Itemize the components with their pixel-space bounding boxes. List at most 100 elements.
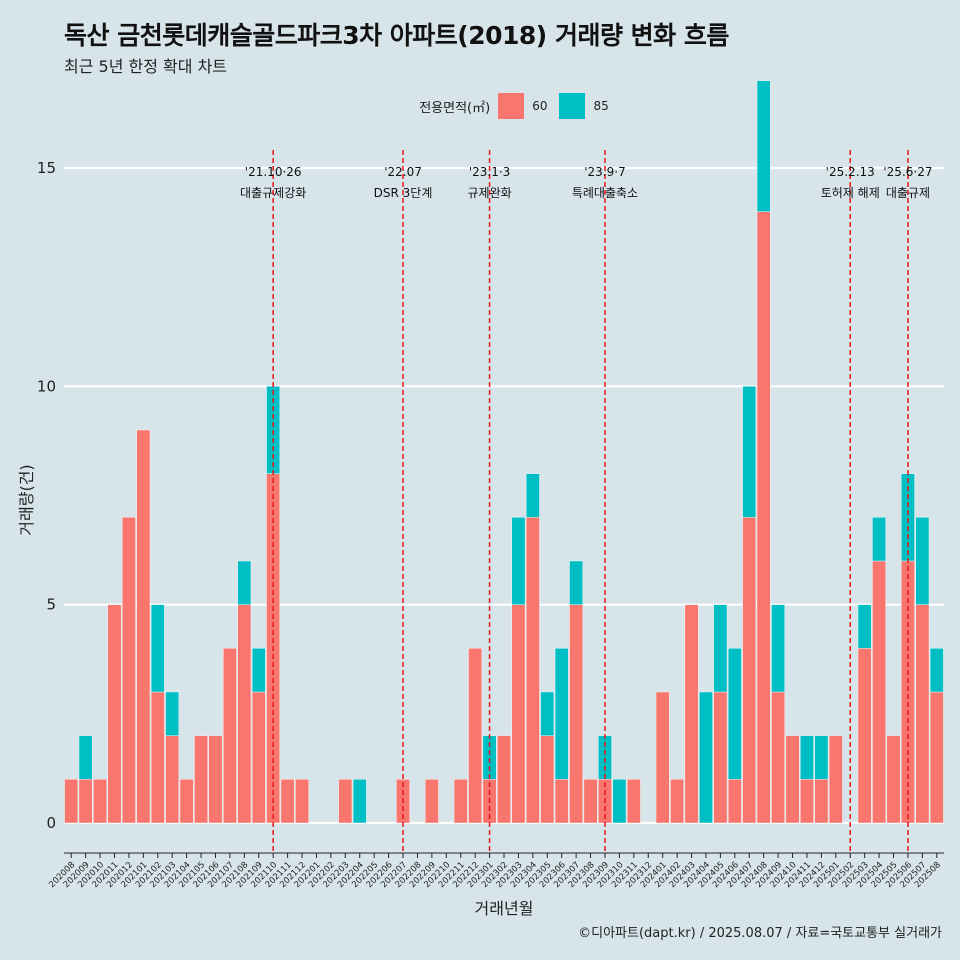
bar-85-202406 bbox=[727, 648, 742, 780]
bars bbox=[64, 80, 944, 824]
bar-85-202411 bbox=[800, 735, 814, 780]
legend-swatch-60 bbox=[498, 93, 525, 119]
bar-60-202405 bbox=[713, 691, 728, 824]
event-date: '23.9·7 bbox=[584, 165, 625, 179]
bar-85-202408 bbox=[756, 80, 771, 212]
bar-60-202407 bbox=[742, 517, 757, 824]
legend-swatch-85 bbox=[559, 93, 586, 119]
bar-85-202303 bbox=[511, 517, 526, 605]
bar-60-202412 bbox=[814, 779, 829, 824]
bar-85-202108 bbox=[237, 560, 252, 605]
bar-60-202109 bbox=[251, 691, 266, 824]
bar-85-202109 bbox=[251, 648, 266, 693]
legend-label-60: 60 bbox=[532, 99, 548, 113]
chart-subtitle: 최근 5년 한정 확대 차트 bbox=[64, 57, 228, 76]
bar-60-202504 bbox=[872, 560, 886, 824]
bar-60-202505 bbox=[886, 735, 901, 824]
bar-60-202304 bbox=[526, 517, 540, 824]
chart-title: 독산 금천롯데캐슬골드파크3차 아파트(2018) 거래량 변화 흐름 bbox=[64, 21, 729, 50]
bar-85-202102 bbox=[150, 604, 165, 693]
y-tick-label: 10 bbox=[37, 377, 56, 395]
bar-85-202304 bbox=[526, 473, 540, 518]
bar-85-202503 bbox=[857, 604, 872, 649]
bar-60-202203 bbox=[338, 779, 353, 824]
x-axis-title: 거래년월 bbox=[475, 899, 534, 918]
bar-60-202102 bbox=[150, 691, 165, 824]
bar-60-202406 bbox=[727, 779, 742, 824]
bar-60-202107 bbox=[223, 648, 237, 824]
bar-85-202310 bbox=[612, 779, 627, 824]
source-caption: ©디아파트(dapt.kr) / 2025.08.07 / 자료=국토교통부 실… bbox=[578, 926, 942, 941]
bar-60-202305 bbox=[540, 735, 555, 824]
event-label: 특례대출축소 bbox=[572, 186, 638, 200]
bar-60-202508 bbox=[929, 691, 944, 824]
legend-label-85: 85 bbox=[593, 99, 609, 113]
bar-60-202105 bbox=[194, 735, 208, 824]
bar-60-202112 bbox=[295, 779, 309, 824]
bar-85-202508 bbox=[929, 648, 944, 693]
event-date: '25.2.13 bbox=[826, 165, 875, 179]
bar-60-202212 bbox=[468, 648, 482, 824]
bar-85-202409 bbox=[771, 604, 785, 693]
bar-85-202504 bbox=[872, 517, 886, 562]
bar-60-202307 bbox=[569, 604, 583, 824]
bar-60-202108 bbox=[237, 604, 252, 824]
event-date: '21.10·26 bbox=[245, 165, 302, 179]
event-date: '22.07 bbox=[384, 165, 422, 179]
bar-60-202410 bbox=[785, 735, 800, 824]
bar-85-202407 bbox=[742, 386, 757, 518]
y-tick-label: 0 bbox=[46, 814, 56, 832]
bar-60-202008 bbox=[64, 779, 79, 824]
bar-85-202507 bbox=[915, 517, 930, 605]
grid-lines bbox=[64, 166, 944, 825]
bar-85-202305 bbox=[540, 691, 555, 736]
bar-85-202405 bbox=[713, 604, 728, 693]
bar-85-202009 bbox=[78, 735, 93, 780]
bar-85-202307 bbox=[569, 560, 583, 605]
bar-85-202103 bbox=[165, 691, 180, 736]
event-label: 규제완화 bbox=[467, 186, 511, 200]
bar-60-202111 bbox=[280, 779, 295, 824]
bar-60-202408 bbox=[756, 211, 771, 824]
bar-60-202104 bbox=[179, 779, 194, 824]
bar-60-202501 bbox=[828, 735, 843, 824]
bar-60-202401 bbox=[655, 691, 670, 824]
bar-60-202009 bbox=[78, 779, 93, 824]
event-lines: '21.10·26 대출규제강화 '22.07 DSR 3단계 '23.1·3 규제완화 '… bbox=[240, 150, 932, 853]
bar-60-202402 bbox=[670, 779, 684, 824]
bar-60-202503 bbox=[857, 648, 872, 824]
legend-title: 전용면적(㎡) bbox=[419, 100, 491, 116]
bar-60-202403 bbox=[684, 604, 699, 824]
bar-60-202306 bbox=[554, 779, 569, 824]
bar-85-202306 bbox=[554, 648, 569, 780]
bar-60-202103 bbox=[165, 735, 180, 824]
event-label: DSR 3단계 bbox=[374, 186, 433, 200]
bar-60-202010 bbox=[93, 779, 107, 824]
event-label: 대출규제 bbox=[886, 186, 930, 200]
y-tick-label: 15 bbox=[37, 159, 56, 177]
event-label: 대출규제강화 bbox=[240, 186, 306, 200]
legend: 전용면적(㎡) 60 85 bbox=[0, 93, 960, 119]
bar-60-202507 bbox=[915, 604, 930, 824]
bar-60-202409 bbox=[771, 691, 785, 824]
bar-60-202106 bbox=[208, 735, 223, 824]
event-date: '23.1·3 bbox=[469, 165, 510, 179]
bar-60-202011 bbox=[107, 604, 122, 824]
y-axis-title: 거래량(건) bbox=[17, 464, 36, 535]
bar-60-202303 bbox=[511, 604, 526, 824]
bar-60-202311 bbox=[627, 779, 641, 824]
bar-60-202211 bbox=[453, 779, 468, 824]
event-date: '25.6·27 bbox=[883, 165, 932, 179]
bar-60-202308 bbox=[583, 779, 598, 824]
y-tick-label: 5 bbox=[46, 596, 56, 614]
bar-85-202404 bbox=[699, 691, 713, 824]
bar-60-202302 bbox=[497, 735, 511, 824]
bar-60-202012 bbox=[122, 517, 136, 824]
bar-60-202411 bbox=[800, 779, 814, 824]
event-label: 토허제 해제 bbox=[821, 186, 880, 200]
bar-85-202412 bbox=[814, 735, 829, 780]
bar-60-202101 bbox=[136, 429, 151, 824]
bar-60-202209 bbox=[425, 779, 439, 824]
bar-85-202204 bbox=[352, 779, 367, 824]
